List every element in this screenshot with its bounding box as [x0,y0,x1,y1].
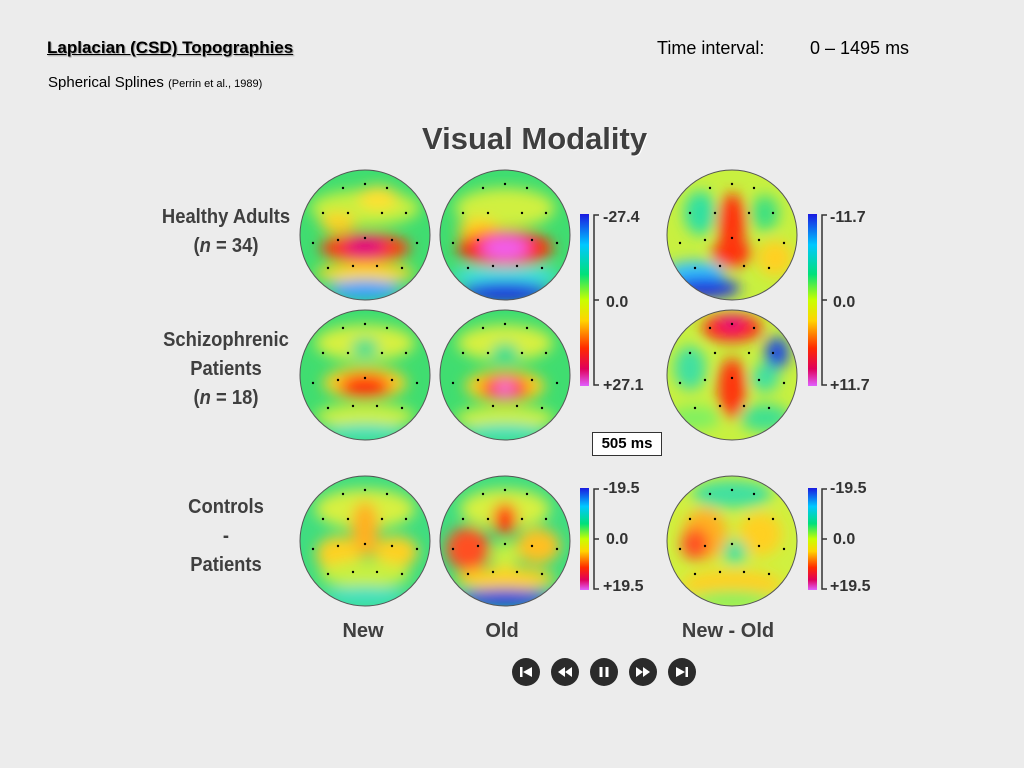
color-scale-bracket-top-left [593,214,599,386]
column-label-new: New [342,620,384,642]
scale-top-right-max: -11.7 [830,209,866,226]
topo-map-difference-new [299,475,431,607]
group-label-schizo-line1: Schizophrenic [163,329,289,351]
topo-map-healthy-new [299,169,431,301]
scale-bottom-left-min: +19.5 [603,578,644,595]
topo-map-schizophrenic-old [439,309,571,441]
scale-bottom-right-max: -19.5 [830,480,867,497]
group-label-healthy-n: (n = 34) [193,235,259,257]
scale-bottom-right-mid: 0.0 [833,531,856,548]
group-label-healthy: Healthy Adults (n = 34) [156,203,296,261]
pause-icon [599,667,609,677]
current-time-display: 505 ms [592,432,662,456]
skip-to-start-button[interactable] [512,658,540,686]
color-scale-bar-bottom-left [580,488,589,590]
column-label-old: Old [485,620,519,642]
group-label-schizo-n: (n = 18) [193,387,259,409]
scale-top-right-min: +11.7 [830,377,870,394]
skip-to-end-icon [676,667,688,677]
color-scale-bar-top-left [580,214,589,386]
subtitle-reference: (Perrin et al., 1989) [168,78,263,90]
pause-button[interactable] [590,658,618,686]
scale-top-right-mid: 0.0 [833,294,856,311]
topo-map-healthy-new-minus-old [666,169,798,301]
column-label-new-minus-old: New - Old [681,620,775,642]
time-interval-value: 0 – 1495 ms [810,38,910,58]
page-subtitle: Spherical Splines (Perrin et al., 1989) [48,74,262,91]
group-label-difference: Controls - Patients [156,493,296,580]
group-label-healthy-line1: Healthy Adults [161,206,291,228]
color-scale-bracket-bottom-right [821,488,827,590]
color-scale-bar-bottom-right [808,488,817,590]
scale-bottom-right-min: +19.5 [830,578,871,595]
scale-bottom-left-mid: 0.0 [606,531,629,548]
scale-top-left-min: +27.1 [603,377,644,394]
topo-map-difference-new-minus-old [666,475,798,607]
skip-to-start-icon [520,667,532,677]
group-label-diff-line3: Patients [190,554,262,576]
color-scale-bracket-bottom-left [593,488,599,590]
panel-title: Visual Modality [422,121,648,156]
topo-map-difference-old [439,475,571,607]
topo-map-schizophrenic-new [299,309,431,441]
scale-top-left-mid: 0.0 [606,294,629,311]
scale-top-left-max: -27.4 [603,209,640,226]
color-scale-bar-top-right [808,214,817,386]
group-label-diff-line1: Controls [188,496,264,518]
topo-map-schizophrenic-new-minus-old [666,309,798,441]
rewind-icon [558,667,572,677]
group-label-diff-line2: - [222,525,230,547]
fast-forward-button[interactable] [629,658,657,686]
color-scale-bracket-top-right [821,214,827,386]
page-title: Laplacian (CSD) Topographies [47,38,294,57]
rewind-button[interactable] [551,658,579,686]
skip-to-end-button[interactable] [668,658,696,686]
group-label-schizo-line2: Patients [190,358,262,380]
subtitle-text: Spherical Splines [48,74,164,91]
scale-bottom-left-max: -19.5 [603,480,640,497]
topo-map-healthy-old [439,169,571,301]
group-label-schizophrenic: Schizophrenic Patients (n = 18) [156,326,296,413]
fast-forward-icon [636,667,650,677]
time-interval-label: Time interval: [657,38,765,58]
